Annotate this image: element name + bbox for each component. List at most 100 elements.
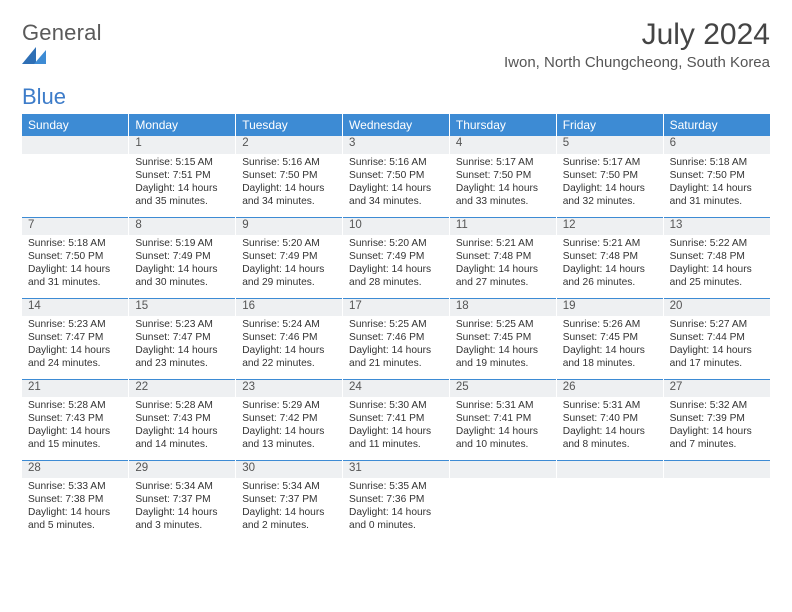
sunset-line: Sunset: 7:50 PM: [563, 169, 657, 182]
sunset-line: Sunset: 7:39 PM: [670, 412, 764, 425]
sunset-line: Sunset: 7:48 PM: [563, 250, 657, 263]
daylight-line: Daylight: 14 hours and 34 minutes.: [349, 182, 443, 208]
sunrise-line: Sunrise: 5:15 AM: [135, 156, 229, 169]
day-number-cell: 17: [343, 298, 450, 316]
day-number-cell: 10: [343, 217, 450, 235]
sunrise-line: Sunrise: 5:19 AM: [135, 237, 229, 250]
sunset-line: Sunset: 7:47 PM: [135, 331, 229, 344]
daylight-line: Daylight: 14 hours and 2 minutes.: [242, 506, 336, 532]
sunset-line: Sunset: 7:38 PM: [28, 493, 122, 506]
daylight-line: Daylight: 14 hours and 25 minutes.: [670, 263, 764, 289]
day-number-cell: 21: [22, 379, 129, 397]
sunrise-line: Sunrise: 5:23 AM: [135, 318, 229, 331]
day-content-cell: Sunrise: 5:25 AMSunset: 7:45 PMDaylight:…: [449, 316, 556, 379]
sunrise-line: Sunrise: 5:26 AM: [563, 318, 657, 331]
daylight-line: Daylight: 14 hours and 17 minutes.: [670, 344, 764, 370]
sunset-line: Sunset: 7:48 PM: [456, 250, 550, 263]
day-content-cell: Sunrise: 5:28 AMSunset: 7:43 PMDaylight:…: [129, 397, 236, 460]
sunrise-line: Sunrise: 5:22 AM: [670, 237, 764, 250]
calendar-table: SundayMondayTuesdayWednesdayThursdayFrid…: [22, 114, 770, 541]
logo: General Blue: [22, 22, 104, 108]
sunrise-line: Sunrise: 5:31 AM: [456, 399, 550, 412]
daylight-line: Daylight: 14 hours and 21 minutes.: [349, 344, 443, 370]
day-number-cell: 31: [343, 460, 450, 478]
day-content-cell: Sunrise: 5:31 AMSunset: 7:41 PMDaylight:…: [449, 397, 556, 460]
sunset-line: Sunset: 7:37 PM: [135, 493, 229, 506]
sunrise-line: Sunrise: 5:20 AM: [242, 237, 336, 250]
daylight-line: Daylight: 14 hours and 34 minutes.: [242, 182, 336, 208]
page-title: July 2024: [504, 18, 770, 52]
day-number-cell: 24: [343, 379, 450, 397]
day-content-cell: Sunrise: 5:27 AMSunset: 7:44 PMDaylight:…: [663, 316, 770, 379]
day-content-cell: Sunrise: 5:26 AMSunset: 7:45 PMDaylight:…: [556, 316, 663, 379]
daylight-line: Daylight: 14 hours and 10 minutes.: [456, 425, 550, 451]
sunset-line: Sunset: 7:50 PM: [456, 169, 550, 182]
day-number-cell: 12: [556, 217, 663, 235]
calendar-head: SundayMondayTuesdayWednesdayThursdayFrid…: [22, 114, 770, 136]
sunrise-line: Sunrise: 5:18 AM: [670, 156, 764, 169]
sunset-line: Sunset: 7:50 PM: [28, 250, 122, 263]
day-content-cell: Sunrise: 5:28 AMSunset: 7:43 PMDaylight:…: [22, 397, 129, 460]
daylight-line: Daylight: 14 hours and 0 minutes.: [349, 506, 443, 532]
day-number-cell: 6: [663, 136, 770, 154]
day-content-cell: Sunrise: 5:24 AMSunset: 7:46 PMDaylight:…: [236, 316, 343, 379]
day-number-cell: 8: [129, 217, 236, 235]
day-content-cell: Sunrise: 5:21 AMSunset: 7:48 PMDaylight:…: [449, 235, 556, 298]
day-content-cell: Sunrise: 5:21 AMSunset: 7:48 PMDaylight:…: [556, 235, 663, 298]
sunrise-line: Sunrise: 5:34 AM: [242, 480, 336, 493]
day-number-cell: 16: [236, 298, 343, 316]
daylight-line: Daylight: 14 hours and 26 minutes.: [563, 263, 657, 289]
day-number-cell: 2: [236, 136, 343, 154]
sunrise-line: Sunrise: 5:21 AM: [456, 237, 550, 250]
day-content-cell: Sunrise: 5:34 AMSunset: 7:37 PMDaylight:…: [236, 478, 343, 541]
daylight-line: Daylight: 14 hours and 33 minutes.: [456, 182, 550, 208]
sunset-line: Sunset: 7:50 PM: [670, 169, 764, 182]
daylight-line: Daylight: 14 hours and 29 minutes.: [242, 263, 336, 289]
day-content-cell: [556, 478, 663, 541]
day-number-cell: 26: [556, 379, 663, 397]
day-number-cell: [663, 460, 770, 478]
day-content-cell: Sunrise: 5:17 AMSunset: 7:50 PMDaylight:…: [556, 154, 663, 217]
day-number-cell: 4: [449, 136, 556, 154]
day-number-cell: 22: [129, 379, 236, 397]
daylight-line: Daylight: 14 hours and 27 minutes.: [456, 263, 550, 289]
day-content-cell: Sunrise: 5:31 AMSunset: 7:40 PMDaylight:…: [556, 397, 663, 460]
day-content-cell: Sunrise: 5:23 AMSunset: 7:47 PMDaylight:…: [22, 316, 129, 379]
day-header: Wednesday: [343, 114, 450, 136]
day-number-cell: 27: [663, 379, 770, 397]
sunset-line: Sunset: 7:36 PM: [349, 493, 443, 506]
day-content-cell: Sunrise: 5:33 AMSunset: 7:38 PMDaylight:…: [22, 478, 129, 541]
sunrise-line: Sunrise: 5:23 AM: [28, 318, 122, 331]
day-header: Thursday: [449, 114, 556, 136]
day-content-cell: Sunrise: 5:20 AMSunset: 7:49 PMDaylight:…: [343, 235, 450, 298]
daylight-line: Daylight: 14 hours and 22 minutes.: [242, 344, 336, 370]
day-content-cell: [22, 154, 129, 217]
sunset-line: Sunset: 7:40 PM: [563, 412, 657, 425]
page-subtitle: Iwon, North Chungcheong, South Korea: [504, 54, 770, 71]
daylight-line: Daylight: 14 hours and 11 minutes.: [349, 425, 443, 451]
daylight-line: Daylight: 14 hours and 28 minutes.: [349, 263, 443, 289]
day-number-cell: [22, 136, 129, 154]
sunrise-line: Sunrise: 5:16 AM: [349, 156, 443, 169]
daylight-line: Daylight: 14 hours and 19 minutes.: [456, 344, 550, 370]
sunset-line: Sunset: 7:41 PM: [456, 412, 550, 425]
daylight-line: Daylight: 14 hours and 15 minutes.: [28, 425, 122, 451]
sunrise-line: Sunrise: 5:30 AM: [349, 399, 443, 412]
daylight-line: Daylight: 14 hours and 3 minutes.: [135, 506, 229, 532]
sunrise-line: Sunrise: 5:29 AM: [242, 399, 336, 412]
day-content-cell: Sunrise: 5:15 AMSunset: 7:51 PMDaylight:…: [129, 154, 236, 217]
day-header: Tuesday: [236, 114, 343, 136]
sunrise-line: Sunrise: 5:16 AM: [242, 156, 336, 169]
daylight-line: Daylight: 14 hours and 5 minutes.: [28, 506, 122, 532]
day-header: Sunday: [22, 114, 129, 136]
sunrise-line: Sunrise: 5:33 AM: [28, 480, 122, 493]
day-number-cell: 14: [22, 298, 129, 316]
daylight-line: Daylight: 14 hours and 7 minutes.: [670, 425, 764, 451]
sunset-line: Sunset: 7:49 PM: [135, 250, 229, 263]
sunset-line: Sunset: 7:46 PM: [349, 331, 443, 344]
day-header: Monday: [129, 114, 236, 136]
sunrise-line: Sunrise: 5:24 AM: [242, 318, 336, 331]
sunset-line: Sunset: 7:50 PM: [242, 169, 336, 182]
day-content-cell: Sunrise: 5:17 AMSunset: 7:50 PMDaylight:…: [449, 154, 556, 217]
sunset-line: Sunset: 7:44 PM: [670, 331, 764, 344]
